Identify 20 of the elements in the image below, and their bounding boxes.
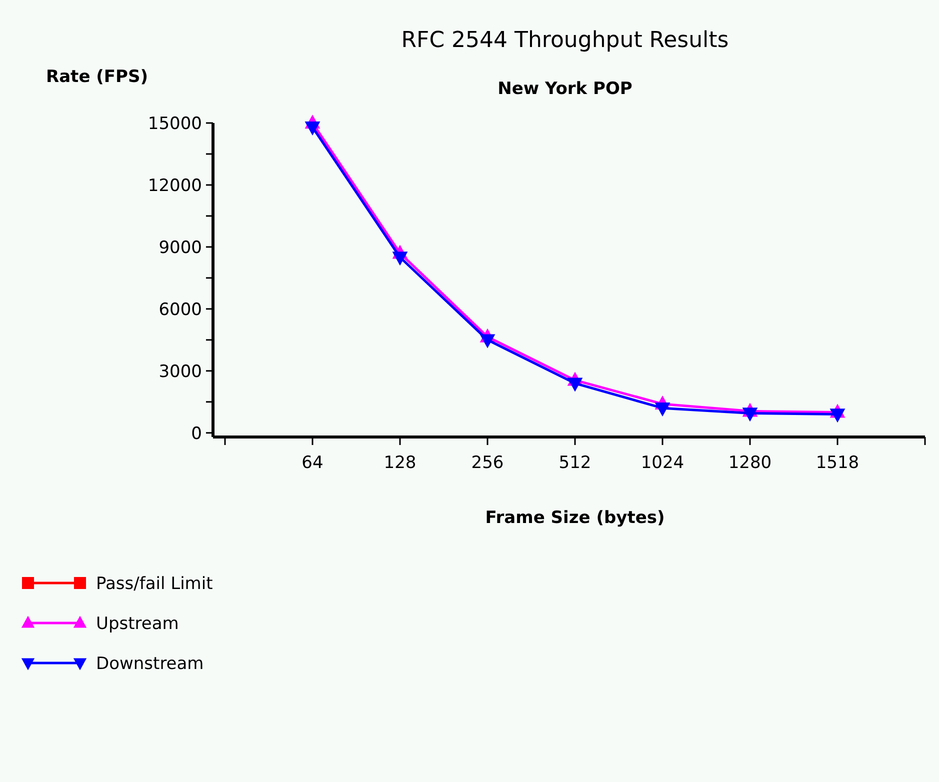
y-tick-label: 9000 <box>158 238 202 258</box>
legend-label: Pass/fail Limit <box>96 574 214 594</box>
y-axis-title: Rate (FPS) <box>46 67 148 87</box>
x-tick-label: 1024 <box>640 453 684 473</box>
x-tick-label: 128 <box>384 453 416 473</box>
legend-label: Downstream <box>96 654 204 674</box>
x-tick-label: 512 <box>558 453 592 473</box>
x-tick-label: 64 <box>302 453 324 473</box>
x-tick-label: 1518 <box>816 453 860 473</box>
y-tick-label: 15000 <box>148 114 202 134</box>
chart-title: RFC 2544 Throughput Results <box>401 28 729 53</box>
x-tick-label: 1280 <box>728 453 772 473</box>
y-tick-label: 0 <box>191 424 202 444</box>
y-tick-label: 6000 <box>158 300 202 320</box>
y-tick-label: 12000 <box>148 176 202 196</box>
chart-subtitle: New York POP <box>498 79 632 99</box>
x-tick-label: 256 <box>471 453 504 473</box>
legend-label: Upstream <box>96 614 179 634</box>
x-axis-title: Frame Size (bytes) <box>485 508 665 528</box>
y-tick-label: 3000 <box>158 362 202 382</box>
